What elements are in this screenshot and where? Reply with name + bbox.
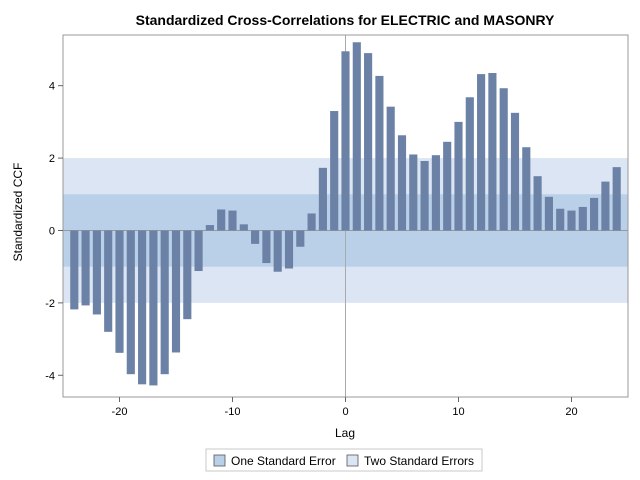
x-axis: -20 -10 0 10 20	[112, 397, 578, 418]
x-tick-label: 0	[342, 406, 348, 418]
ccf-bar-lag-17	[533, 176, 542, 231]
legend-label-one-se: One Standard Error	[231, 454, 336, 468]
ccf-bars	[70, 42, 621, 386]
y-tick-label: 2	[49, 153, 55, 165]
ccf-bar-lag-21	[578, 206, 587, 231]
ccf-bar-lag--12	[205, 225, 214, 231]
ccf-bar-lag--7	[262, 230, 271, 264]
ccf-bar-lag-4	[386, 106, 395, 231]
ccf-bar-lag-8	[431, 155, 440, 231]
ccf-bar-lag--11	[217, 209, 226, 231]
x-tick-label: 10	[452, 406, 464, 418]
ccf-bar-lag-20	[567, 210, 576, 231]
ccf-bar-lag-10	[454, 121, 463, 231]
ccf-bar-lag--10	[228, 210, 237, 231]
ccf-bar-lag-13	[488, 73, 497, 231]
ccf-bar-lag--3	[307, 213, 316, 231]
ccf-bar-lag-22	[590, 197, 599, 231]
x-tick-label: 20	[565, 406, 577, 418]
ccf-bar-lag-14	[499, 88, 508, 231]
x-tick-label: -20	[112, 406, 128, 418]
legend-swatch-two-se	[346, 454, 359, 467]
ccf-bar-lag--17	[149, 230, 158, 386]
ccf-bar-lag--13	[194, 230, 203, 272]
ccf-bar-lag--6	[273, 230, 282, 272]
ccf-bar-lag--4	[296, 230, 305, 247]
ccf-bar-lag--2	[318, 167, 327, 231]
ccf-bar-lag-18	[544, 196, 553, 231]
ccf-bar-lag--21	[104, 230, 113, 332]
ccf-bar-lag-0	[341, 51, 350, 231]
ccf-bar-lag--24	[70, 230, 79, 310]
ccf-bar-lag-24	[612, 167, 621, 231]
ccf-bar-lag--14	[183, 230, 192, 320]
legend-box	[205, 448, 483, 472]
ccf-bar-lag-2	[364, 53, 373, 231]
y-tick-label: -2	[45, 298, 55, 310]
ccf-bar-lag--8	[251, 230, 260, 244]
ccf-bar-lag-16	[522, 147, 531, 231]
ccf-bar-lag--1	[330, 111, 339, 231]
ccf-bar-lag-11	[465, 97, 474, 231]
ccf-bar-lag-9	[443, 141, 452, 231]
ccf-bar-lag-19	[556, 208, 565, 231]
ccf-bar-lag--9	[239, 224, 248, 231]
ccf-bar-lag--5	[284, 230, 294, 269]
ccf-bar-lag--16	[160, 230, 169, 375]
legend: One Standard Error Two Standard Errors	[205, 448, 483, 472]
ccf-bar-lag-15	[510, 112, 520, 231]
plot-area	[62, 34, 629, 398]
ccf-bar-lag-12	[477, 74, 486, 231]
x-axis-label: Lag	[335, 426, 355, 440]
ccf-bar-lag-7	[420, 160, 429, 231]
legend-label-two-se: Two Standard Errors	[364, 454, 474, 468]
y-tick-label: 0	[49, 225, 55, 237]
x-tick-label: -10	[225, 406, 241, 418]
chart-title: Standardized Cross-Correlations for ELEC…	[136, 12, 555, 28]
y-tick-label: -4	[45, 370, 55, 382]
ccf-bar-lag-6	[409, 154, 418, 231]
ccf-bar-lag--23	[81, 230, 90, 306]
ccf-bar-lag--19	[126, 230, 135, 375]
ccf-bar-lag-5	[397, 135, 407, 231]
y-axis-label: Standardized CCF	[11, 163, 25, 262]
ccf-bar-lag-1	[352, 42, 361, 231]
legend-swatch-one-se	[213, 454, 226, 467]
y-axis: -4 -2 0 2 4	[45, 81, 63, 382]
ccf-bar-lag-3	[375, 75, 384, 231]
ccf-bar-lag--18	[138, 230, 147, 385]
ccf-bar-lag--15	[171, 230, 181, 353]
ccf-bar-lag--22	[92, 230, 101, 315]
y-tick-label: 4	[49, 81, 55, 93]
ccf-bar-lag-23	[601, 181, 610, 231]
ccf-bar-lag--20	[115, 230, 124, 353]
